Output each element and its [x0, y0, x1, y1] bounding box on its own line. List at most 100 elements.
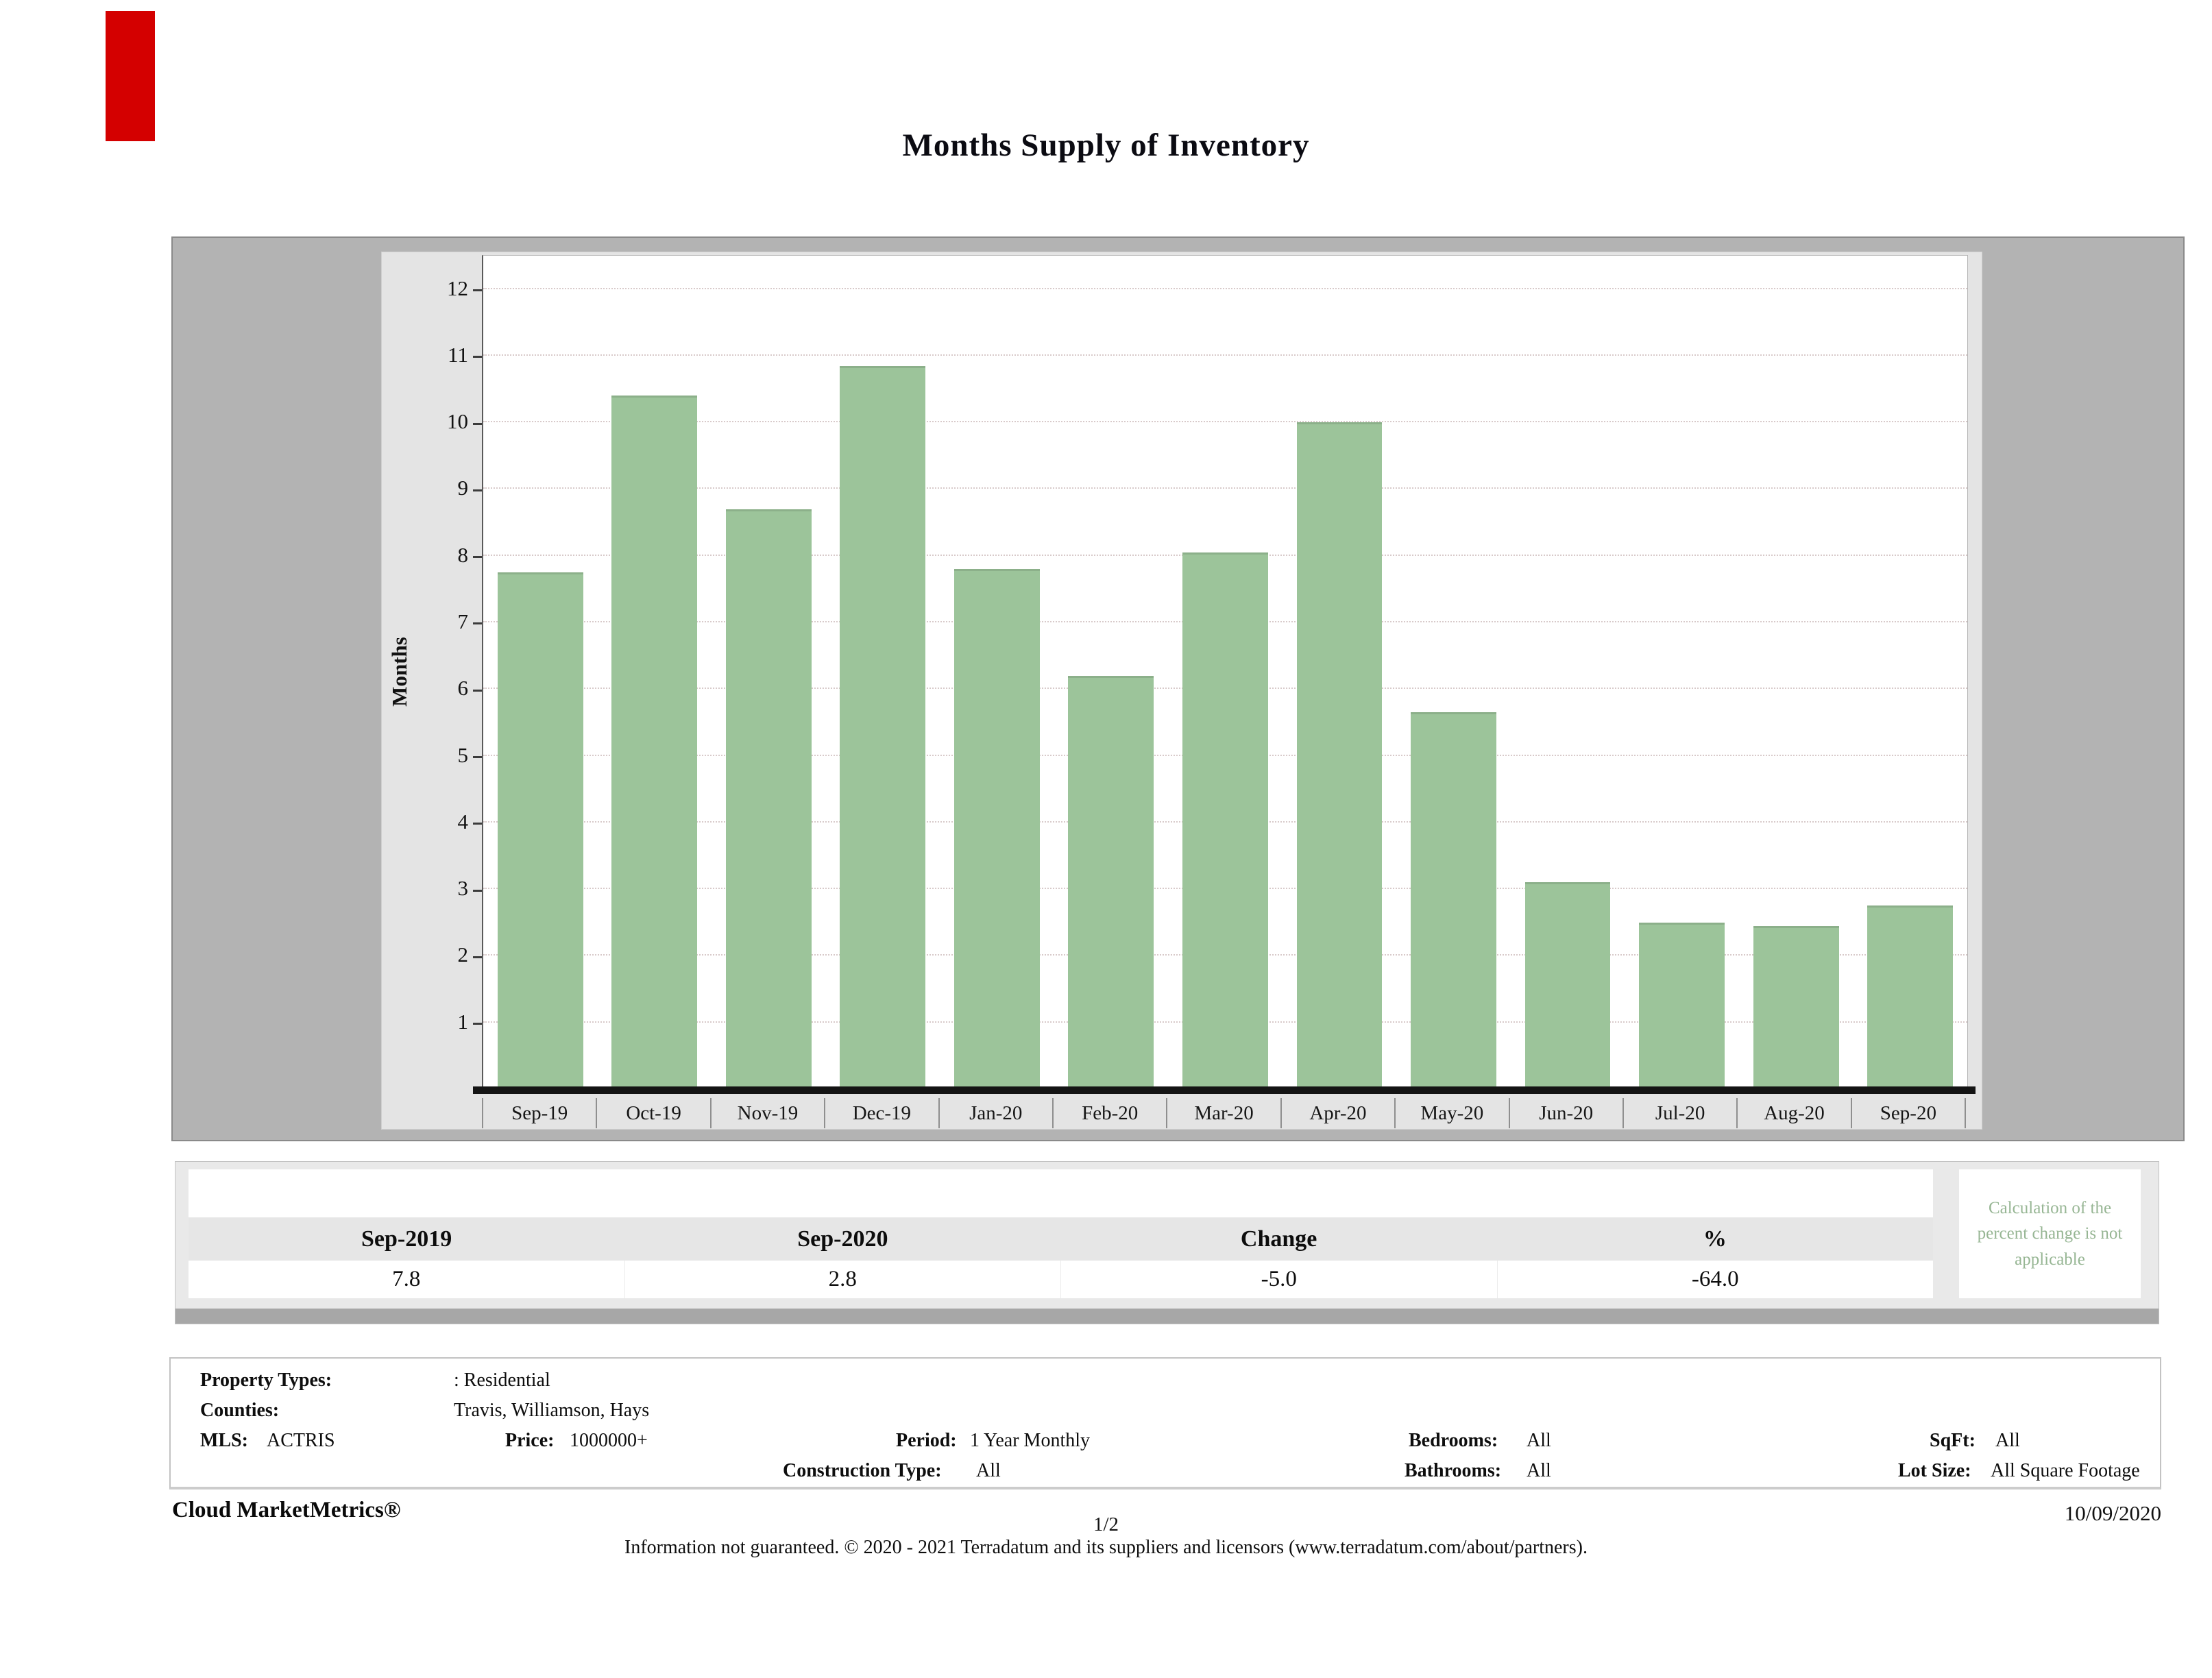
- summary-value-change: -5.0: [1060, 1261, 1497, 1298]
- bar-slot: [1168, 256, 1283, 1089]
- bar-slot: [1396, 256, 1511, 1089]
- detail-value-price: 1000000+: [570, 1430, 648, 1451]
- brand-text: Cloud MarketMetrics®: [172, 1498, 401, 1522]
- note-box: Calculation of the percent change is not…: [1959, 1169, 2141, 1298]
- detail-label-counties: Counties:: [200, 1400, 280, 1421]
- x-axis-label: Mar-20: [1166, 1098, 1280, 1128]
- y-tick-label: 4: [458, 810, 483, 834]
- detail-value-bathrooms: All: [1527, 1460, 1551, 1481]
- summary-value-sep2019: 7.8: [392, 1267, 421, 1291]
- y-tick-label: 5: [458, 743, 483, 768]
- detail-label-lot-size: Lot Size:: [1898, 1460, 1971, 1481]
- x-axis-label: Jun-20: [1508, 1098, 1622, 1128]
- detail-value-bedrooms: All: [1527, 1430, 1551, 1451]
- summary-value-percent: -64.0: [1496, 1261, 1934, 1298]
- bar-mar-20: [1182, 552, 1268, 1089]
- detail-label-bedrooms: Bedrooms:: [1409, 1430, 1498, 1451]
- disclaimer-text: Information not guaranteed. © 2020 - 202…: [624, 1537, 1588, 1558]
- y-tick-label: 10: [447, 409, 482, 434]
- summary-col-header-percent: %: [1703, 1226, 1727, 1252]
- summary-col-header-change: Change: [1240, 1226, 1317, 1252]
- y-axis: 1 2 3 4 5 6 7 8 9 10 11 12: [381, 255, 482, 1089]
- detail-label-price: Price:: [505, 1430, 555, 1451]
- x-axis-label: Aug-20: [1736, 1098, 1850, 1128]
- x-axis-label: May-20: [1394, 1098, 1508, 1128]
- bar-slot: [1739, 256, 1854, 1089]
- summary-col-header-sep2020: Sep-2020: [797, 1226, 888, 1252]
- detail-value-period: 1 Year Monthly: [970, 1430, 1091, 1451]
- x-axis-label: Dec-19: [824, 1098, 938, 1128]
- bar-slot: [1054, 256, 1169, 1089]
- bar-slot: [483, 256, 598, 1089]
- detail-value-counties: Travis, Williamson, Hays: [454, 1400, 650, 1421]
- bar-sep-20: [1867, 905, 1954, 1089]
- x-axis-label: Sep-19: [482, 1098, 596, 1128]
- gridline: [483, 487, 1967, 489]
- detail-value-sqft: All: [1995, 1430, 2020, 1451]
- detail-value-construction-type: All: [976, 1460, 1001, 1481]
- bar-sep-19: [497, 572, 583, 1089]
- detail-label-mls: MLS:: [200, 1430, 248, 1451]
- summary-col-header-sep2019: Sep-2019: [361, 1226, 452, 1252]
- bar-slot: [1511, 256, 1625, 1089]
- gridline: [483, 287, 1967, 289]
- summary-header-row: Sep-2019 Sep-2020 Change %: [189, 1217, 1933, 1261]
- bar-may-20: [1411, 712, 1496, 1089]
- gridline: [483, 354, 1967, 356]
- bar-jan-20: [953, 569, 1040, 1089]
- detail-value-property-types: : Residential: [454, 1370, 550, 1391]
- bar-jul-20: [1639, 922, 1725, 1089]
- y-tick-label: 3: [458, 876, 483, 901]
- summary-value-row: 7.8 2.8 -5.0 -64.0: [189, 1261, 1933, 1298]
- y-tick-label: 7: [458, 609, 483, 634]
- bar-series: [483, 256, 1967, 1089]
- y-tick-label: 8: [458, 543, 483, 568]
- y-tick-label: 11: [448, 343, 482, 367]
- summary-spacer-row: [189, 1169, 1933, 1217]
- bar-apr-20: [1296, 422, 1383, 1089]
- x-axis-label: Apr-20: [1280, 1098, 1394, 1128]
- y-tick-label: 2: [458, 943, 483, 967]
- detail-label-bathrooms: Bathrooms:: [1405, 1460, 1502, 1481]
- report-date: 10/09/2020: [2064, 1501, 2161, 1525]
- detail-label-property-types: Property Types:: [200, 1370, 332, 1391]
- x-axis-label: Jan-20: [938, 1098, 1052, 1128]
- detail-label-sqft: SqFt:: [1930, 1430, 1976, 1451]
- bar-slot: [712, 256, 826, 1089]
- detail-value-lot-size: All Square Footage: [1991, 1460, 2140, 1481]
- bar-aug-20: [1753, 925, 1839, 1089]
- x-axis-label: Nov-19: [709, 1098, 824, 1128]
- details-panel: Property Types: : Residential Counties: …: [169, 1357, 2161, 1489]
- summary-bottom-strip: [175, 1309, 2159, 1324]
- y-tick-label: 1: [458, 1010, 483, 1034]
- x-axis-labels: Sep-19 Oct-19 Nov-19 Dec-19 Jan-20 Feb-20 Mar-…: [482, 1098, 1967, 1128]
- bar-feb-20: [1068, 675, 1154, 1089]
- bar-slot: [1283, 256, 1397, 1089]
- bar-slot: [826, 256, 940, 1089]
- y-tick-label: 9: [458, 476, 483, 500]
- bar-slot: [940, 256, 1054, 1089]
- x-axis-label: Sep-20: [1850, 1098, 1967, 1128]
- x-axis-label: Jul-20: [1622, 1098, 1736, 1128]
- summary-panel: Sep-2019 Sep-2020 Change % 7.8 2.8 -5.0 …: [175, 1161, 2159, 1324]
- gridline: [483, 421, 1967, 423]
- red-marker: [106, 11, 155, 141]
- detail-label-construction-type: Construction Type:: [783, 1460, 942, 1481]
- bar-oct-19: [611, 396, 698, 1089]
- summary-value-sep2020: 2.8: [624, 1261, 1061, 1298]
- bar-jun-20: [1524, 882, 1611, 1089]
- y-tick-label: 12: [447, 276, 482, 301]
- page-number: 1/2: [1093, 1513, 1119, 1535]
- bar-slot: [1625, 256, 1739, 1089]
- y-tick-label: 6: [458, 676, 483, 701]
- page-title: Months Supply of Inventory: [902, 127, 1310, 163]
- x-axis-line: [473, 1086, 1976, 1094]
- bar-dec-19: [840, 365, 926, 1089]
- summary-table: Sep-2019 Sep-2020 Change % 7.8 2.8 -5.0 …: [189, 1169, 1933, 1298]
- x-axis-label: Oct-19: [596, 1098, 709, 1128]
- bar-slot: [1853, 256, 1967, 1089]
- detail-value-mls: ACTRIS: [267, 1430, 335, 1451]
- plot-area: [482, 255, 1968, 1089]
- detail-label-period: Period:: [896, 1430, 957, 1451]
